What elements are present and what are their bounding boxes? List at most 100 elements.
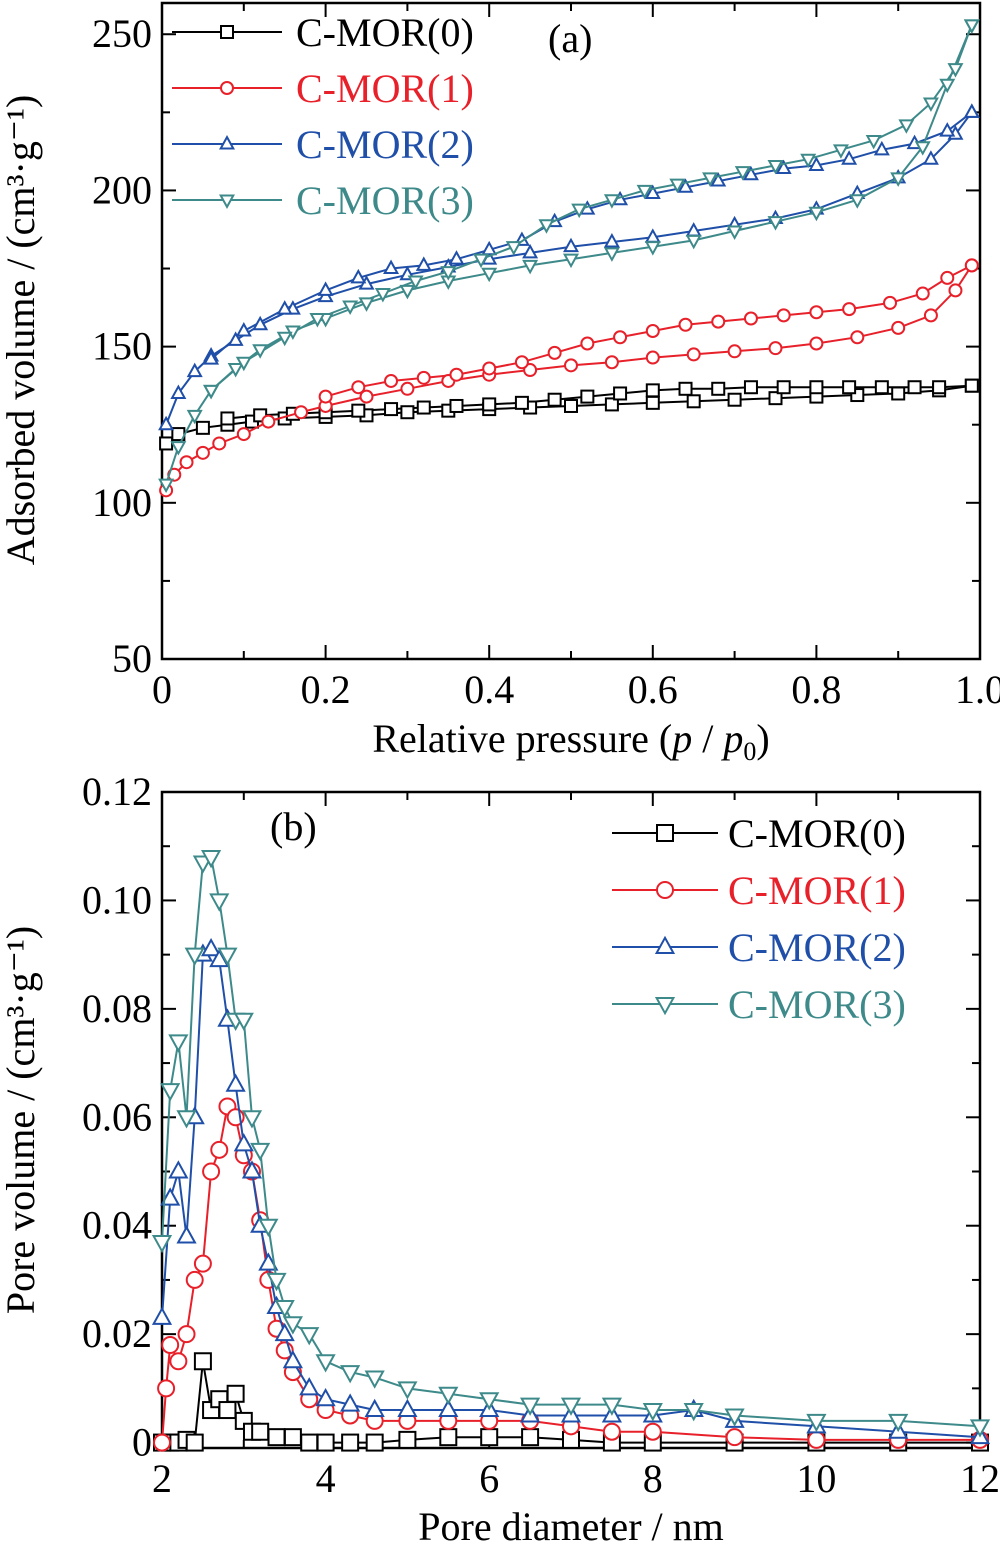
c-mor2-desorption-point bbox=[873, 140, 890, 156]
c-mor3-curve-point bbox=[683, 1403, 704, 1422]
c-mor3-curve-point bbox=[364, 1370, 385, 1389]
c-mor2-desorption-point bbox=[383, 259, 400, 275]
c-mor3-adsorption-point bbox=[399, 284, 416, 300]
c-mor3-desorption-point bbox=[473, 253, 490, 269]
panel-a-ticks: 0 0.2 0.4 0.6 0.8 1.0 50 100 150 200 250 bbox=[92, 3, 1000, 712]
c-mor1-adsorption-point bbox=[809, 336, 824, 351]
panel-a: 0 0.2 0.4 0.6 0.8 1.0 50 100 150 200 250 (a) Relat… bbox=[0, 1, 1000, 766]
c-mor1-adsorption-point bbox=[359, 389, 374, 404]
c-mor3-curve-point bbox=[282, 1316, 303, 1335]
c-mor3-adsorption-point bbox=[481, 267, 498, 283]
c-mor1-desorption-point bbox=[743, 311, 758, 326]
c-mor0-desorption-point bbox=[964, 378, 979, 393]
legend-item-c-mor0: C-MOR(0) bbox=[612, 811, 906, 856]
c-mor1-adsorption-point bbox=[261, 414, 276, 429]
c-mor0-curve-point bbox=[193, 1352, 212, 1371]
c-mor2-adsorption-point bbox=[170, 384, 187, 399]
c-mor0-curve-point bbox=[480, 1428, 499, 1447]
c-mor3-desorption-point bbox=[440, 266, 457, 281]
c-mor2-desorption-point bbox=[350, 268, 367, 284]
c-mor3-adsorption-point bbox=[170, 441, 187, 456]
c-mor0-desorption-point bbox=[449, 398, 464, 413]
c-mor1-desorption-point bbox=[384, 373, 399, 388]
panel-b-x-axis-title: Pore diameter / nm bbox=[418, 1504, 723, 1549]
c-mor0-adsorption-point bbox=[686, 394, 701, 409]
c-mor3-adsorption-point bbox=[227, 362, 244, 378]
c-mor2-adsorption-point bbox=[252, 315, 269, 331]
c-mor2-desorption-point bbox=[317, 281, 334, 296]
panel-b: 2 4 6 8 10 12 0 0.02 0.04 0.06 0.08 0.10 0.12 (b) Po… bbox=[0, 769, 1000, 1549]
c-mor2-curve-point bbox=[340, 1393, 361, 1412]
c-mor0-desorption-point bbox=[416, 400, 431, 415]
c-mor1-adsorption-point bbox=[768, 341, 783, 356]
c-mor3-curve-point bbox=[520, 1397, 541, 1416]
c-mor1-desorption-point bbox=[645, 324, 660, 338]
c-mor1-adsorption-point bbox=[400, 381, 415, 396]
c-mor2-adsorption-point bbox=[922, 150, 939, 165]
x-tick-label: 0.6 bbox=[628, 667, 678, 712]
c-mor0-curve-point bbox=[251, 1422, 270, 1441]
c-mor1-desorption-point bbox=[449, 367, 464, 382]
c-mor1-desorption-point bbox=[711, 314, 726, 329]
c-mor0-desorption-point bbox=[482, 397, 497, 412]
c-mor3-desorption-point bbox=[374, 288, 391, 303]
c-mor3-curve-point bbox=[168, 1034, 189, 1053]
series-c-mor2 bbox=[151, 937, 991, 1445]
c-mor2-desorption-point bbox=[742, 165, 759, 181]
c-mor3-curve-point bbox=[560, 1397, 582, 1416]
c-mor3-desorption-point bbox=[669, 178, 686, 194]
c-mor3-curve-point bbox=[250, 1142, 271, 1162]
c-mor2-desorption-point bbox=[203, 350, 220, 365]
c-mor1-adsorption-point bbox=[850, 330, 865, 345]
y-tick-label: 0.06 bbox=[82, 1094, 152, 1139]
c-mor1-desorption-point bbox=[678, 317, 693, 332]
c-mor1-desorption-point bbox=[613, 330, 628, 345]
c-mor3-curve-point bbox=[438, 1386, 459, 1406]
panel-a-legend: C-MOR(0) C-MOR(1) C-MOR(2) C-MOR(3) bbox=[172, 10, 474, 223]
c-mor1-adsorption-point bbox=[179, 455, 194, 470]
c-mor3-curve-point bbox=[274, 1300, 295, 1319]
c-mor0-desorption-point bbox=[220, 411, 235, 426]
c-mor0-desorption-point bbox=[743, 380, 758, 395]
x-tick-label: 0.8 bbox=[791, 667, 841, 712]
c-mor2-curve-point bbox=[364, 1398, 385, 1418]
c-mor0-desorption-point bbox=[842, 380, 857, 395]
c-mor3-curve-point bbox=[176, 1110, 197, 1129]
c-mor2-desorption-point bbox=[808, 156, 825, 171]
c-mor1-adsorption-point bbox=[523, 363, 538, 378]
c-mor3-adsorption-point bbox=[644, 241, 661, 256]
c-mor2-desorption-point bbox=[841, 150, 858, 165]
c-mor1-curve-point bbox=[602, 1422, 621, 1441]
series-c-mor0 bbox=[159, 378, 979, 451]
c-mor0-curve-point bbox=[218, 1401, 237, 1420]
c-mor2-curve-point bbox=[258, 1252, 279, 1271]
c-mor0-adsorption-point bbox=[195, 420, 210, 435]
c-mor3-adsorption-point bbox=[158, 478, 175, 494]
c-mor1-adsorption-point bbox=[212, 436, 227, 451]
c-mor3-desorption-point bbox=[603, 194, 620, 209]
c-mor2-desorption-point bbox=[677, 178, 694, 193]
c-mor3-desorption-point bbox=[636, 184, 653, 200]
legend-item-c-mor1: C-MOR(1) bbox=[172, 66, 474, 111]
c-mor1-curve-point bbox=[807, 1430, 826, 1449]
y-tick-label: 200 bbox=[92, 167, 152, 212]
c-mor0-adsorption-point bbox=[727, 392, 742, 407]
legend-item-c-mor3: C-MOR(3) bbox=[172, 178, 474, 223]
legend-marker bbox=[654, 997, 676, 1016]
c-mor1-curve-point bbox=[157, 1379, 176, 1398]
c-mor1-adsorption-point bbox=[604, 355, 619, 370]
c-mor1-adsorption-point bbox=[891, 320, 906, 335]
y-tick-label: 100 bbox=[92, 480, 152, 525]
c-mor3-desorption-point bbox=[898, 119, 915, 134]
c-mor0-desorption-point bbox=[874, 380, 889, 395]
c-mor1-desorption-point bbox=[915, 286, 930, 301]
c-mor0-desorption-point bbox=[384, 402, 399, 417]
c-mor2-curve-point bbox=[241, 1160, 263, 1179]
c-mor3-desorption-point bbox=[407, 275, 424, 290]
c-mor1-desorption-point bbox=[964, 258, 979, 273]
c-mor3-curve-point bbox=[315, 1354, 336, 1373]
y-tick-label: 0.12 bbox=[82, 769, 152, 814]
panel-b-ticks: 2 4 6 8 10 12 0 0.02 0.04 0.06 0.08 0.10 0.12 bbox=[82, 769, 1000, 1501]
c-mor1-desorption-point bbox=[809, 305, 824, 320]
